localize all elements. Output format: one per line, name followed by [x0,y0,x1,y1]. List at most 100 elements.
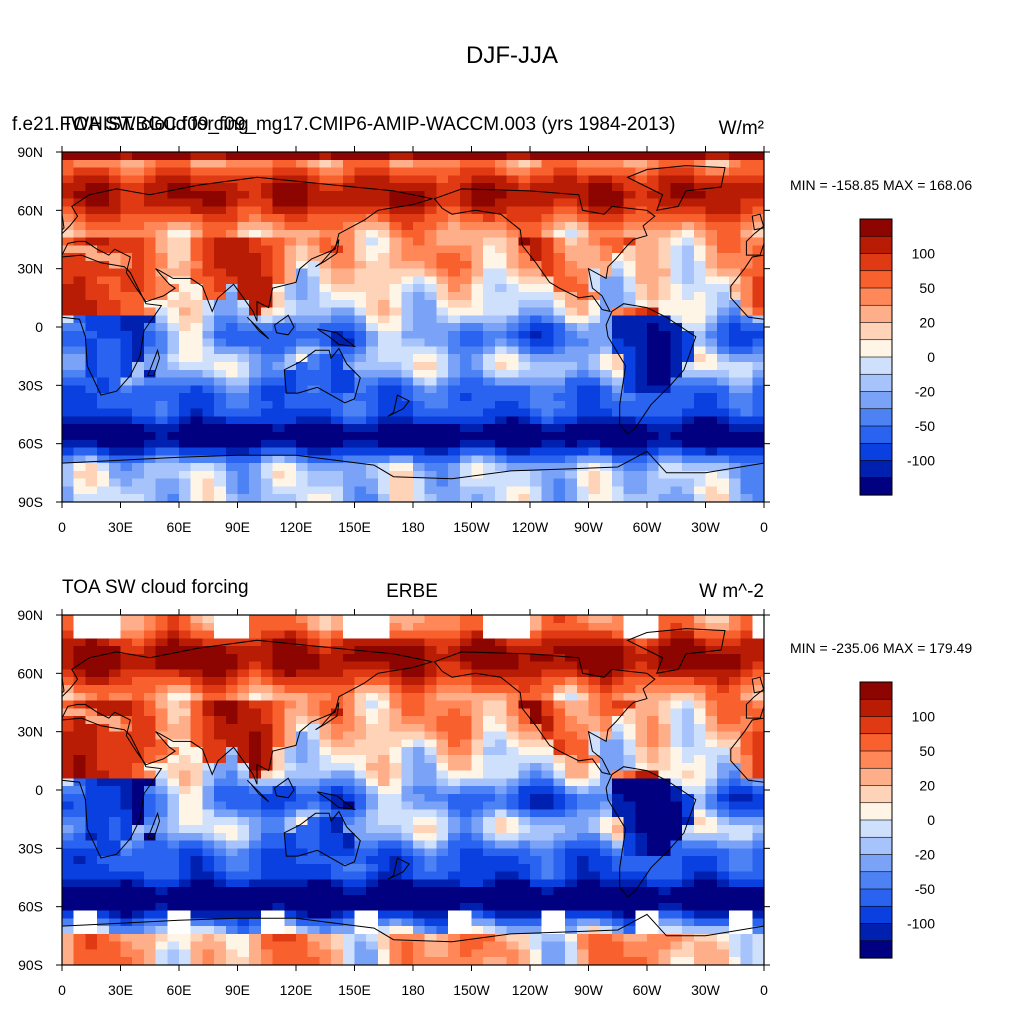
field-cell [143,825,157,834]
field-cell [670,661,683,671]
field-cell [752,739,765,748]
field-cell [728,385,742,394]
field-cell [693,478,707,488]
field-cell [635,245,648,254]
field-cell [717,494,730,503]
panel-min-max: MIN = -158.85 MAX = 168.06 [790,177,972,193]
field-cell [518,731,531,741]
field-cell [155,762,168,772]
field-cell [366,615,379,624]
field-cell [682,716,695,725]
field-cell [319,299,332,309]
field-cell [553,786,566,795]
field-cell [483,723,496,733]
field-cell [576,299,590,309]
field-cell [62,292,75,301]
field-cell [448,260,461,270]
field-cell [85,895,98,904]
field-cell [190,638,203,647]
field-cell [518,338,531,348]
field-cell [284,245,297,254]
field-cell [225,315,239,324]
field-cell [752,175,765,184]
field-cell [190,778,203,787]
field-cell [85,770,98,779]
field-cell [728,669,742,678]
field-cell [483,677,496,686]
field-cell [296,377,309,386]
field-cell [354,292,367,301]
field-cell [670,385,683,394]
field-cell [132,692,145,702]
field-cell [682,863,695,873]
field-cell [728,175,742,184]
field-cell [331,770,344,779]
field-cell [506,817,519,826]
field-cell [132,307,145,316]
field-cell [307,393,320,402]
field-cell [179,268,192,278]
field-cell [483,840,496,849]
field-cell [85,677,98,686]
field-cell [705,832,718,842]
field-cell [401,377,414,386]
field-cell [635,863,648,873]
field-cell [155,284,168,293]
field-cell [682,214,695,223]
field-cell [190,856,203,865]
field-cell [366,871,379,881]
field-cell [155,400,168,410]
field-cell [518,646,531,655]
field-cell [506,175,519,184]
field-cell [331,408,344,418]
field-cell [740,463,753,472]
y-tick-label: 90N [17,144,43,160]
field-cell [190,315,203,324]
field-cell [623,685,636,694]
field-cell [740,354,753,363]
field-cell [202,183,215,192]
field-cell [389,646,402,655]
field-cell [377,848,391,857]
field-cell [307,887,320,896]
field-cell [366,478,379,488]
field-cell [635,786,648,795]
field-cell [143,432,157,441]
field-cell [342,183,356,192]
field-cell [132,622,145,632]
field-cell [588,229,601,239]
colorbar-box [859,391,893,410]
field-cell [62,323,75,332]
field-cell [565,408,578,418]
field-cell [506,276,519,285]
field-cell [670,152,683,161]
field-cell [553,848,566,857]
field-cell [108,692,122,702]
field-cell [541,315,554,324]
field-cell [635,801,648,811]
field-cell [296,677,309,686]
field-cell [553,175,566,184]
field-cell [682,856,695,865]
field-cell [635,214,648,223]
field-cell [459,346,473,355]
field-cell [483,346,496,355]
field-cell [132,167,145,176]
field-cell [132,723,145,733]
field-cell [494,299,508,309]
field-cell [97,817,110,826]
field-cell [413,747,426,756]
field-cell [389,307,402,316]
field-cell [307,432,320,441]
field-cell [635,770,648,779]
field-cell [647,377,660,386]
field-cell [260,245,274,254]
field-cell [588,393,601,402]
field-cell [424,260,437,270]
field-cell [389,840,402,849]
field-cell [354,393,367,402]
field-cell [377,786,391,795]
field-cell [97,638,110,647]
field-cell [740,214,753,223]
field-cell [354,685,367,694]
